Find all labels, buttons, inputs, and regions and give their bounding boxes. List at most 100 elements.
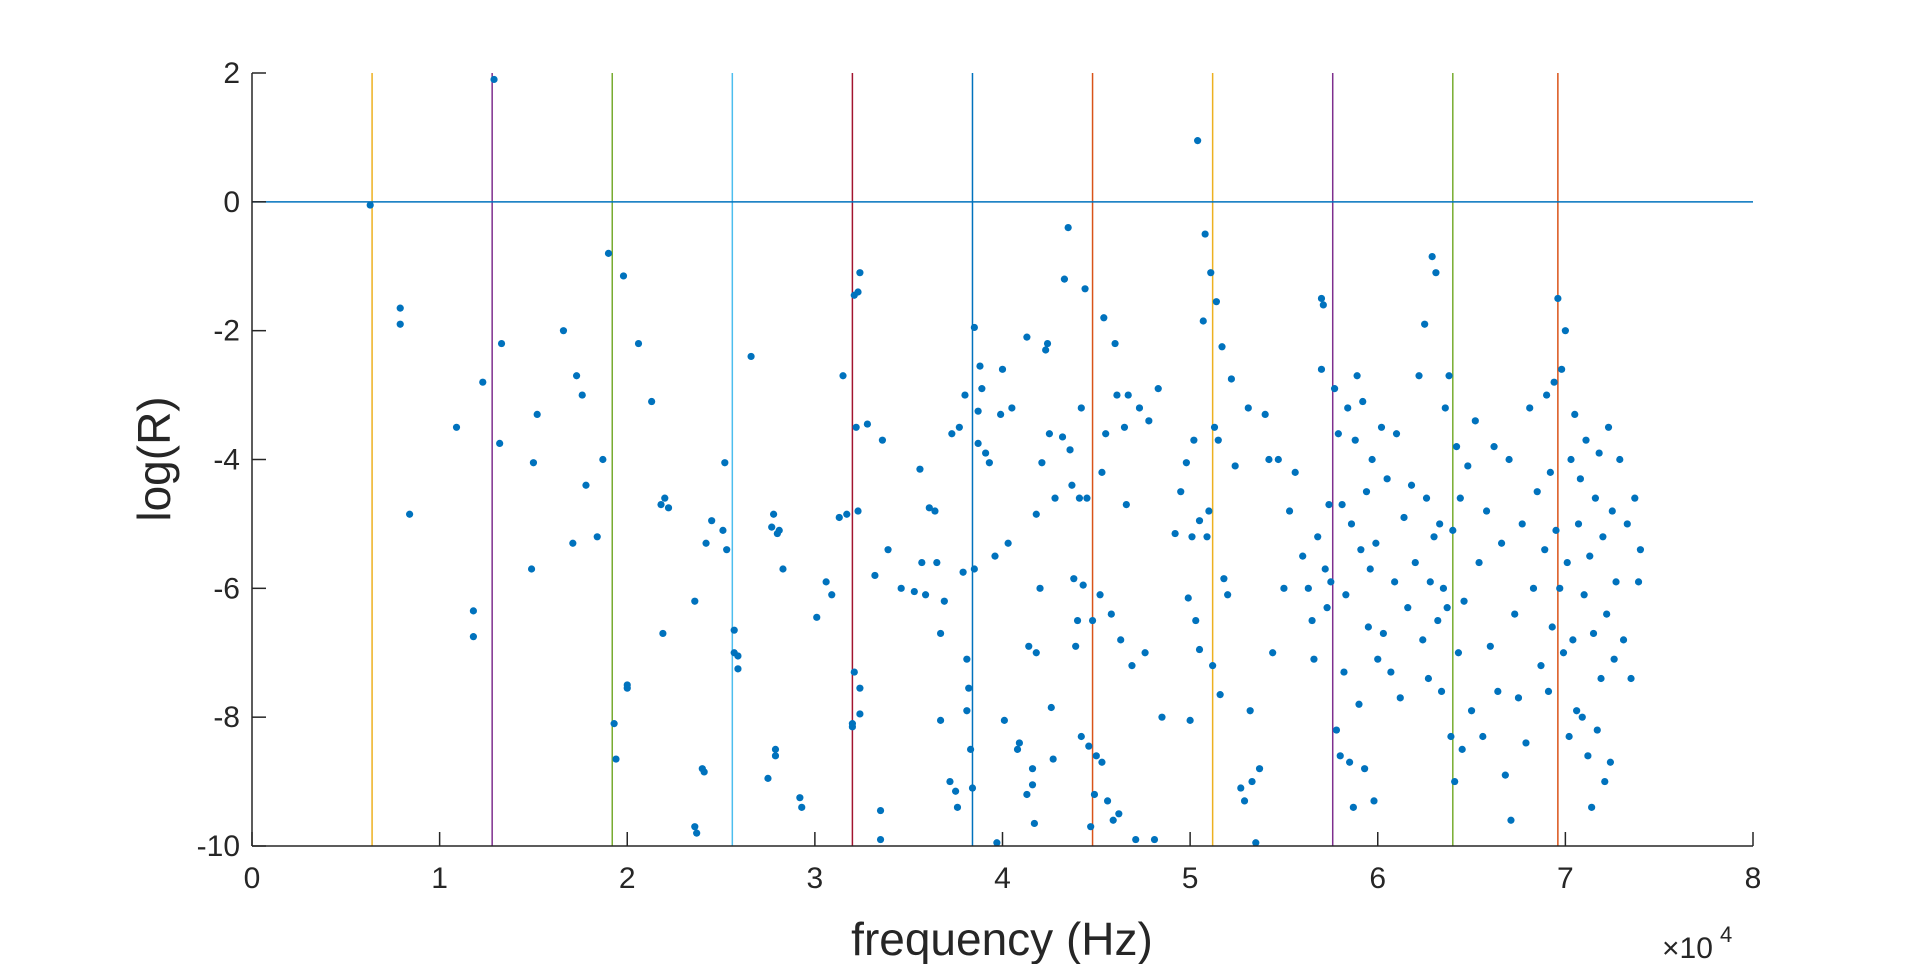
data-point-195 <box>1209 662 1217 670</box>
data-point-245 <box>1357 546 1365 554</box>
data-point-4 <box>396 320 404 328</box>
data-point-298 <box>1494 687 1502 696</box>
data-point-102 <box>967 745 975 753</box>
data-point-149 <box>1081 285 1089 293</box>
data-point-343 <box>1601 777 1609 786</box>
plot-background <box>252 73 1753 846</box>
data-point-284 <box>1451 777 1459 786</box>
data-point-322 <box>1561 327 1569 335</box>
data-point-33 <box>664 504 673 512</box>
data-point-318 <box>1554 294 1562 303</box>
data-point-151 <box>1085 742 1093 750</box>
data-point-226 <box>1319 301 1327 309</box>
data-point-174 <box>1141 649 1149 657</box>
data-point-325 <box>1567 455 1575 464</box>
data-point-76 <box>871 571 879 580</box>
x-exponent-power: 4 <box>1720 922 1732 947</box>
data-point-330 <box>1576 475 1584 483</box>
data-point-120 <box>1015 739 1023 747</box>
data-point-350 <box>1616 455 1624 464</box>
data-point-74 <box>856 684 864 692</box>
data-point-235 <box>1338 500 1346 509</box>
data-point-277 <box>1437 687 1446 696</box>
data-point-14 <box>533 410 541 419</box>
data-point-73 <box>856 710 864 718</box>
data-point-253 <box>1372 539 1380 547</box>
data-point-106 <box>974 407 982 415</box>
data-point-273 <box>1430 533 1438 541</box>
data-point-142 <box>1070 575 1078 583</box>
data-point-135 <box>1049 755 1057 763</box>
data-point-177 <box>1154 385 1162 393</box>
data-point-28 <box>634 339 643 348</box>
data-point-356 <box>1636 546 1645 554</box>
data-point-266 <box>1415 372 1423 380</box>
data-point-47 <box>734 665 742 673</box>
y-tick-label-1: 0 <box>223 186 240 219</box>
data-point-118 <box>1008 404 1016 412</box>
data-point-314 <box>1546 468 1554 476</box>
data-point-21 <box>599 455 607 464</box>
data-point-170 <box>1124 391 1132 399</box>
data-point-341 <box>1597 674 1605 683</box>
data-point-292 <box>1471 417 1479 425</box>
data-point-210 <box>1252 839 1260 847</box>
data-point-295 <box>1482 507 1491 515</box>
data-point-328 <box>1573 707 1581 715</box>
data-point-203 <box>1227 375 1236 383</box>
data-point-234 <box>1336 752 1344 760</box>
data-point-285 <box>1452 443 1461 451</box>
data-point-243 <box>1353 372 1361 380</box>
data-point-80 <box>884 546 892 554</box>
data-point-49 <box>764 774 772 782</box>
data-point-39 <box>702 539 710 547</box>
data-point-179 <box>1171 529 1179 538</box>
data-point-317 <box>1552 526 1560 534</box>
data-point-64 <box>843 510 851 518</box>
data-point-125 <box>1028 781 1037 789</box>
data-point-155 <box>1092 752 1100 760</box>
data-point-259 <box>1391 578 1399 586</box>
data-point-129 <box>1036 584 1044 592</box>
data-point-117 <box>1004 539 1012 547</box>
data-point-348 <box>1610 655 1618 663</box>
data-point-332 <box>1580 591 1588 599</box>
data-point-52 <box>771 745 780 753</box>
data-point-187 <box>1194 137 1202 145</box>
data-point-228 <box>1323 604 1331 612</box>
data-point-208 <box>1246 707 1254 715</box>
data-point-81 <box>897 584 905 592</box>
data-point-2 <box>490 75 498 84</box>
data-point-168 <box>1120 423 1129 431</box>
data-point-255 <box>1377 423 1386 431</box>
data-point-98 <box>961 391 969 399</box>
data-point-334 <box>1584 752 1592 760</box>
data-point-147 <box>1077 732 1085 741</box>
data-point-7 <box>469 607 477 615</box>
x-tick-label-7: 7 <box>1557 862 1574 895</box>
data-point-9 <box>479 378 487 386</box>
data-point-327 <box>1571 410 1579 419</box>
data-point-261 <box>1396 694 1404 702</box>
data-point-171 <box>1128 662 1136 670</box>
data-point-92 <box>946 777 954 786</box>
data-point-286 <box>1454 649 1463 657</box>
data-point-248 <box>1362 488 1371 496</box>
data-point-16 <box>569 539 577 547</box>
data-point-122 <box>1023 333 1031 341</box>
data-point-99 <box>963 655 971 663</box>
data-point-94 <box>951 787 960 795</box>
data-point-50 <box>768 523 776 531</box>
data-point-257 <box>1383 475 1391 483</box>
data-point-8 <box>469 633 477 641</box>
data-point-163 <box>1109 816 1117 824</box>
data-point-78 <box>876 835 885 844</box>
data-point-321 <box>1559 649 1568 657</box>
data-point-349 <box>1612 578 1620 586</box>
data-point-77 <box>876 806 885 815</box>
data-point-278 <box>1439 584 1448 592</box>
data-point-340 <box>1595 449 1603 457</box>
data-point-46 <box>734 652 742 660</box>
data-point-5 <box>406 510 414 518</box>
data-point-24 <box>612 755 620 763</box>
